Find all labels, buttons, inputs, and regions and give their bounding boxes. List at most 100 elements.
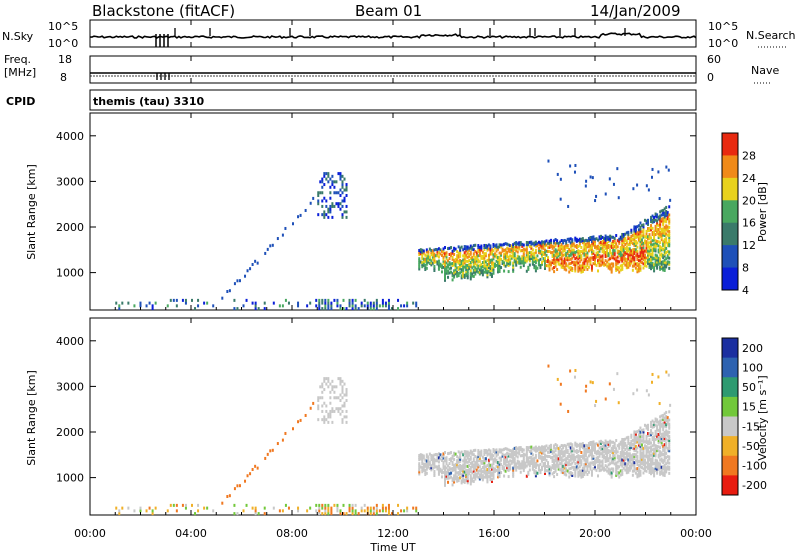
velocity-cell: [659, 431, 662, 435]
power-cell: [653, 246, 656, 250]
power-cell: [440, 266, 443, 270]
velocity-cell: [437, 466, 440, 470]
power-cell: [536, 254, 539, 258]
power-cell: [480, 269, 483, 273]
power-cell: [598, 264, 601, 268]
velocity-cell: [647, 423, 650, 427]
power-cell: [656, 231, 659, 235]
velocity-cell: [521, 460, 524, 464]
power-cell: [462, 264, 465, 268]
power-cell: [650, 256, 653, 260]
power-cell: [475, 251, 478, 255]
power-cell: [593, 254, 596, 258]
velocity-cell: [460, 464, 463, 468]
x-tick-label: 20:00: [579, 527, 611, 540]
power-cell: [665, 240, 668, 244]
power-cell: [534, 248, 537, 252]
velocity-cell: [639, 432, 642, 436]
power-cell: [363, 298, 366, 302]
velocity-cell: [630, 456, 633, 460]
power-cell: [616, 265, 619, 269]
colorbar-tick-label: 28: [742, 149, 756, 162]
velocity-cell: [506, 464, 509, 468]
power-cell: [512, 245, 515, 249]
velocity-cell: [512, 470, 515, 474]
power-cell: [639, 237, 642, 241]
velocity-cell: [622, 446, 625, 450]
velocity-cell: [478, 454, 481, 458]
power-cell: [662, 213, 665, 217]
power-cell: [551, 261, 554, 265]
velocity-cell: [528, 462, 531, 466]
velocity-cell: [323, 420, 326, 424]
power-cell: [621, 253, 624, 257]
colorbar-tick-label: -50: [742, 440, 760, 453]
velocity-cell: [522, 460, 525, 464]
velocity-cell: [515, 448, 518, 452]
power-cell: [484, 254, 487, 258]
cpid-text: themis (tau) 3310: [93, 95, 205, 108]
power-cell: [557, 258, 560, 262]
power-cell: [645, 242, 648, 246]
velocity-cell: [663, 469, 666, 473]
velocity-cell: [448, 451, 451, 455]
velocity-cell: [574, 443, 577, 447]
velocity-cell: [610, 457, 613, 461]
power-cell: [453, 263, 456, 267]
velocity-cell: [448, 466, 451, 470]
velocity-cell: [654, 450, 657, 454]
velocity-cell: [236, 484, 239, 488]
power-cell: [533, 241, 536, 245]
velocity-cell: [665, 445, 668, 449]
power-cell: [624, 236, 627, 240]
power-cell: [425, 260, 428, 264]
velocity-cell: [625, 446, 628, 450]
power-cell: [586, 263, 589, 267]
power-cell: [604, 236, 607, 240]
power-cell: [500, 253, 503, 257]
velocity-cell: [329, 415, 332, 419]
velocity-cell: [425, 453, 428, 457]
power-cell: [654, 253, 657, 257]
power-cell: [327, 174, 330, 178]
power-cell: [612, 256, 615, 260]
power-cell: [583, 239, 586, 243]
power-cell: [518, 241, 521, 245]
power-cell: [621, 245, 624, 249]
velocity-cell: [525, 464, 528, 468]
velocity-cell: [456, 459, 459, 463]
power-cell: [657, 217, 660, 221]
velocity-cell: [636, 473, 639, 477]
power-cell: [663, 248, 666, 252]
power-cell: [640, 242, 643, 246]
power-cell: [463, 245, 466, 249]
power-cell: [660, 229, 663, 233]
power-cell: [471, 245, 474, 249]
power-cell: [633, 252, 636, 256]
power-cell: [621, 249, 624, 253]
velocity-cell: [580, 473, 583, 477]
power-cell: [454, 272, 457, 276]
velocity-cell: [460, 450, 463, 454]
power-cell: [625, 245, 628, 249]
power-cell: [654, 233, 657, 237]
velocity-cell: [530, 455, 533, 459]
power-cell: [606, 264, 609, 268]
power-cell: [475, 253, 478, 257]
power-cell: [616, 245, 619, 249]
velocity-cell: [489, 457, 492, 461]
velocity-cell: [607, 451, 610, 455]
velocity-cell: [453, 480, 456, 484]
velocity-cell: [342, 503, 345, 507]
power-cell: [593, 239, 596, 243]
velocity-cell: [643, 468, 646, 472]
velocity-cell: [589, 467, 592, 471]
power-cell: [590, 250, 593, 254]
power-cell: [665, 236, 668, 240]
power-cell: [501, 249, 504, 253]
power-cell: [572, 248, 575, 252]
velocity-cell: [133, 509, 136, 513]
velocity-cell: [462, 471, 465, 475]
velocity-cell: [663, 437, 666, 441]
velocity-cell: [600, 468, 603, 472]
